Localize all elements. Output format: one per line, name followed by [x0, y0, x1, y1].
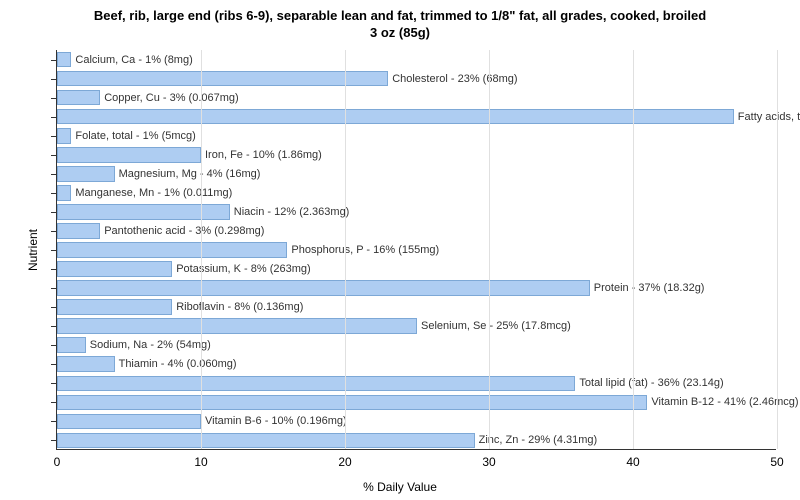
y-tick	[51, 136, 57, 137]
y-tick	[51, 364, 57, 365]
y-tick	[51, 212, 57, 213]
bar	[57, 204, 230, 220]
bar	[57, 433, 475, 449]
bar	[57, 128, 71, 144]
x-tick-label: 0	[54, 455, 61, 469]
x-tick-label: 30	[482, 455, 495, 469]
grid-line	[201, 50, 202, 449]
y-tick	[51, 269, 57, 270]
bar	[57, 414, 201, 430]
bar	[57, 242, 287, 258]
bar	[57, 223, 100, 239]
grid-line	[777, 50, 778, 449]
y-tick	[51, 98, 57, 99]
bar-label: Thiamin - 4% (0.060mg)	[119, 358, 237, 370]
y-tick	[51, 117, 57, 118]
bar-label: Cholesterol - 23% (68mg)	[392, 73, 517, 85]
y-tick	[51, 60, 57, 61]
y-tick	[51, 79, 57, 80]
grid-line	[489, 50, 490, 449]
y-tick	[51, 155, 57, 156]
y-tick	[51, 421, 57, 422]
bar-label: Pantothenic acid - 3% (0.298mg)	[104, 225, 264, 237]
bar	[57, 261, 172, 277]
x-axis-label: % Daily Value	[363, 480, 437, 494]
bar-label: Magnesium, Mg - 4% (16mg)	[119, 168, 261, 180]
y-tick	[51, 402, 57, 403]
title-line1: Beef, rib, large end (ribs 6-9), separab…	[94, 8, 706, 23]
bars-container: Calcium, Ca - 1% (8mg) Cholesterol - 23% …	[57, 50, 776, 449]
grid-line	[633, 50, 634, 449]
y-tick	[51, 288, 57, 289]
bar-label: Copper, Cu - 3% (0.067mg)	[104, 92, 239, 104]
bar	[57, 166, 115, 182]
bar	[57, 356, 115, 372]
y-tick	[51, 231, 57, 232]
bar	[57, 90, 100, 106]
title-line2: 3 oz (85g)	[370, 25, 430, 40]
bar	[57, 299, 172, 315]
x-tick-label: 20	[338, 455, 351, 469]
bar	[57, 185, 71, 201]
bar-label: Riboflavin - 8% (0.136mg)	[176, 301, 303, 313]
x-tick-label: 40	[626, 455, 639, 469]
bar-label: Folate, total - 1% (5mcg)	[75, 130, 195, 142]
y-tick	[51, 250, 57, 251]
bar-label: Fatty acids, total saturated - 47% (9.40…	[738, 111, 800, 123]
y-tick	[51, 307, 57, 308]
y-tick	[51, 326, 57, 327]
x-tick-label: 10	[194, 455, 207, 469]
y-tick	[51, 383, 57, 384]
y-tick	[51, 440, 57, 441]
grid-line	[345, 50, 346, 449]
bar	[57, 376, 575, 392]
bar-label: Calcium, Ca - 1% (8mg)	[75, 54, 192, 66]
y-tick	[51, 193, 57, 194]
bar-label: Iron, Fe - 10% (1.86mg)	[205, 149, 322, 161]
bar-label: Total lipid (fat) - 36% (23.14g)	[579, 377, 723, 389]
bar	[57, 337, 86, 353]
x-tick-label: 50	[770, 455, 783, 469]
bar-label: Zinc, Zn - 29% (4.31mg)	[479, 434, 598, 446]
y-tick	[51, 345, 57, 346]
y-tick	[51, 174, 57, 175]
bar	[57, 280, 590, 296]
y-axis-label: Nutrient	[26, 229, 40, 271]
bar-label: Niacin - 12% (2.363mg)	[234, 206, 350, 218]
plot-area: Calcium, Ca - 1% (8mg) Cholesterol - 23% …	[56, 50, 776, 450]
bar	[57, 318, 417, 334]
bar-label: Protein - 37% (18.32g)	[594, 282, 705, 294]
bar-label: Potassium, K - 8% (263mg)	[176, 263, 311, 275]
bar	[57, 71, 388, 87]
bar-label: Sodium, Na - 2% (54mg)	[90, 339, 211, 351]
bar-label: Selenium, Se - 25% (17.8mcg)	[421, 320, 571, 332]
bar	[57, 52, 71, 68]
bar-label: Manganese, Mn - 1% (0.011mg)	[75, 187, 232, 199]
bar	[57, 395, 647, 411]
bar	[57, 147, 201, 163]
chart-title: Beef, rib, large end (ribs 6-9), separab…	[0, 0, 800, 42]
bar-label: Phosphorus, P - 16% (155mg)	[291, 244, 439, 256]
bar-label: Vitamin B-6 - 10% (0.196mg)	[205, 415, 347, 427]
